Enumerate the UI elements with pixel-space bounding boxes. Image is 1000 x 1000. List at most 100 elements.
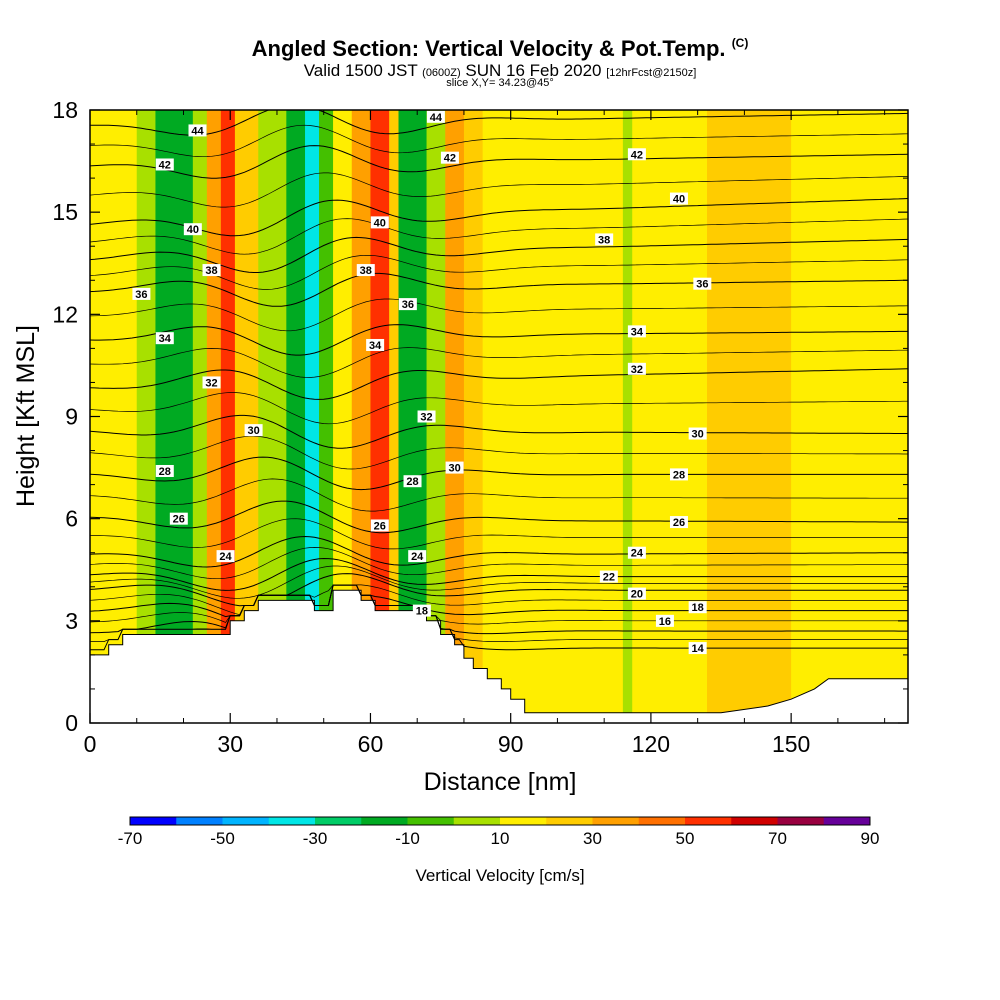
isentrope-minor-line (90, 584, 908, 625)
title-text: Angled Section: Vertical Velocity & Pot.… (251, 36, 726, 61)
contour-label: 22 (603, 572, 615, 584)
colorbar-swatch (407, 817, 455, 825)
x-tick-label: 90 (498, 731, 524, 757)
colorbar-swatch (777, 817, 825, 825)
contour-label-bg (370, 216, 389, 229)
y-tick-label: 12 (52, 301, 78, 327)
colorbar-tick-label: -30 (303, 829, 328, 848)
contour-label-bg (627, 148, 646, 161)
contour-label: 42 (444, 153, 456, 165)
contour-label: 40 (673, 194, 685, 206)
colorbar: -70 -50 -30 -10 10 30 50 70 90 (118, 816, 880, 848)
colorbar-label: Vertical Velocity [cm/s] (415, 866, 584, 885)
contour-label: 24 (411, 551, 424, 563)
colorbar-swatch (130, 817, 177, 825)
colorbar-swatch (546, 817, 593, 825)
colorbar-swatch (823, 817, 871, 825)
isentrope-line (90, 368, 908, 400)
contour-label-bg (412, 604, 431, 617)
contour-label-bg (440, 151, 459, 164)
velocity-band (463, 110, 484, 723)
colorbar-tick-label: 50 (676, 829, 695, 848)
contour-label-bg (169, 512, 188, 525)
contour-label: 40 (374, 217, 386, 229)
isentrope-line (90, 557, 908, 591)
contour-label: 38 (598, 234, 610, 246)
velocity-band (333, 110, 353, 723)
colorbar-tick-label: -10 (395, 829, 420, 848)
isentrope-minor-line (90, 254, 908, 290)
contour-label-bg (688, 601, 707, 614)
isentrope-line (90, 414, 908, 449)
isentrope-minor-line (90, 392, 908, 425)
contour-label: 44 (430, 112, 443, 124)
velocity-band (426, 110, 446, 723)
isentrope-line (90, 584, 908, 618)
isentrope-minor-line (90, 565, 908, 599)
colorbar-swatch (453, 817, 501, 825)
contour-label-bg (693, 277, 712, 290)
contour-label: 32 (205, 377, 217, 389)
contour-label: 36 (696, 279, 708, 291)
isentrope-minor-line (90, 584, 908, 642)
contour-label: 34 (369, 340, 382, 352)
colorbar-tick-label: 10 (491, 829, 510, 848)
terrain (90, 589, 908, 723)
colorbar-swatch (361, 817, 408, 825)
isentrope-minor-line (90, 124, 908, 158)
contour-label: 34 (159, 333, 172, 345)
contour-label: 24 (219, 551, 232, 563)
colorbar-tick-label: 70 (768, 829, 787, 848)
colorbar-tick-label: 90 (861, 829, 880, 848)
copyright-mark: (C) (731, 36, 749, 50)
contour-labels: 44 42 40 38 36 34 32 30 28 26 24 44 42 40 38 36 34 32 30 28… (132, 110, 712, 655)
colorbar-swatch (638, 817, 686, 825)
terrain-profile (90, 589, 908, 723)
valid-utc: (0600Z) (422, 67, 461, 79)
y-tick-label: 0 (65, 710, 78, 736)
colorbar-frame (129, 816, 871, 826)
y-axis-label: Height [Kft MSL] (12, 325, 40, 507)
isentrope-line (90, 456, 908, 491)
y-tick-label: 18 (52, 97, 78, 123)
contour-label: 20 (631, 589, 643, 601)
velocity-band (234, 110, 259, 723)
isentrope-line (90, 272, 908, 307)
contour-label-bg (216, 550, 235, 563)
velocity-band (192, 110, 208, 723)
forecast-info: [12hrFcst@2150z] (606, 67, 697, 79)
isentropes (90, 110, 908, 651)
isentrope-line (90, 145, 908, 179)
contour-label-bg (627, 587, 646, 600)
isentrope-line (90, 110, 908, 136)
contour-label-bg (366, 338, 385, 351)
contour-label-bg (155, 332, 174, 345)
contour-label: 44 (191, 125, 204, 137)
isentrope-minor-line (90, 478, 908, 512)
x-axis-label: Distance [nm] (424, 768, 577, 796)
x-tick-label: 30 (217, 731, 243, 757)
slice-info: slice X,Y= 34.23@45° (446, 77, 554, 89)
velocity-band (445, 110, 465, 723)
contour-label-bg (356, 264, 375, 277)
contour-label: 32 (631, 364, 643, 376)
contour-label: 14 (692, 643, 705, 655)
contour-label-bg (669, 192, 688, 205)
isentrope-minor-line (90, 435, 908, 470)
contour-label: 34 (631, 326, 644, 338)
colorbar-swatch (685, 817, 732, 825)
velocity-band (319, 110, 334, 723)
contour-label-bg (627, 362, 646, 375)
colorbar-swatch (500, 817, 547, 825)
contour-label-bg (398, 298, 417, 311)
contour-label: 30 (247, 425, 259, 437)
contour-label: 18 (692, 602, 704, 614)
velocity-band (389, 110, 400, 723)
contour-label-bg (669, 516, 688, 529)
contour-label-bg (202, 376, 221, 389)
y-tick-label: 9 (65, 404, 78, 430)
contour-label-bg (202, 264, 221, 277)
colorbar-swatch (315, 817, 362, 825)
contour-label-bg (669, 468, 688, 481)
